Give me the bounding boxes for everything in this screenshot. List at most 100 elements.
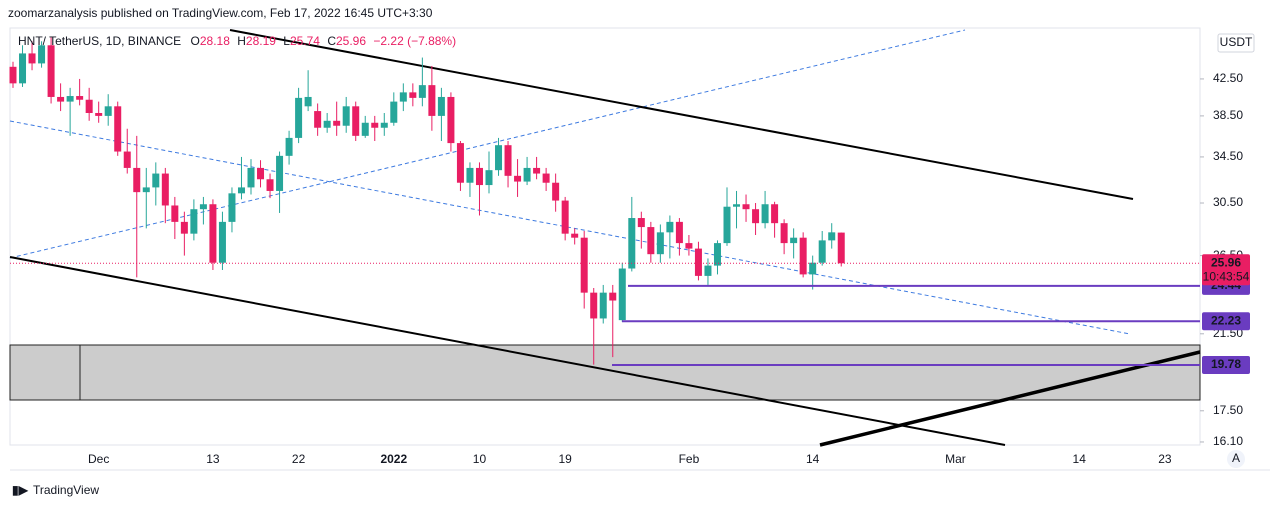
ohlc-label: H bbox=[237, 34, 246, 48]
candle-body bbox=[390, 101, 398, 123]
candle-body bbox=[314, 111, 322, 128]
candle-body bbox=[38, 45, 46, 64]
countdown: 10:43:54 bbox=[1203, 269, 1250, 283]
currency-box[interactable] bbox=[1217, 33, 1255, 53]
candle-body bbox=[809, 262, 817, 275]
candle-body bbox=[161, 173, 169, 206]
y-tick-label: 30.50 bbox=[1213, 195, 1243, 209]
candle-body bbox=[618, 268, 626, 321]
x-tick-label: 14 bbox=[806, 452, 820, 466]
candle-body bbox=[666, 221, 674, 233]
candle-body bbox=[266, 179, 274, 191]
candle-body bbox=[257, 167, 265, 180]
x-tick-label: Dec bbox=[88, 452, 109, 466]
level-badge bbox=[1202, 355, 1250, 374]
candle-body bbox=[437, 96, 445, 116]
symbol: HNT/ TetherUS, 1D, BINANCE bbox=[18, 34, 181, 48]
candle-body bbox=[752, 209, 760, 224]
ohlc-value: 25.96 bbox=[336, 34, 366, 48]
candle-body bbox=[675, 221, 683, 244]
candle-body bbox=[771, 204, 779, 224]
candle-body bbox=[418, 85, 426, 98]
candle-body bbox=[780, 223, 788, 244]
candle-body bbox=[85, 99, 93, 113]
candle-body bbox=[466, 167, 474, 183]
candle-body bbox=[799, 237, 807, 275]
x-tick-label: 22 bbox=[292, 452, 306, 466]
candle-body bbox=[647, 227, 655, 255]
pane-frame bbox=[9, 27, 1201, 446]
candle-body bbox=[704, 265, 712, 276]
candle-body bbox=[694, 248, 702, 276]
auto-button[interactable] bbox=[1227, 450, 1245, 468]
ohlc-value: 28.19 bbox=[246, 34, 276, 48]
candle-body bbox=[713, 243, 721, 266]
ohlc-label: L bbox=[283, 34, 290, 48]
trend-line bbox=[229, 29, 1134, 200]
candle-body bbox=[342, 106, 350, 126]
ohlc-value: 25.74 bbox=[290, 34, 320, 48]
candle-body bbox=[628, 218, 636, 269]
candle-body bbox=[28, 53, 36, 64]
candle-body bbox=[209, 204, 217, 263]
attribution: zoomarzanalysis published on TradingView… bbox=[8, 6, 433, 20]
currency[interactable]: USDT bbox=[1220, 35, 1253, 49]
candle-body bbox=[361, 122, 369, 136]
candle-body bbox=[247, 167, 255, 188]
candle-body bbox=[456, 143, 464, 183]
candle-body bbox=[171, 205, 179, 222]
candle-body bbox=[133, 167, 141, 193]
candle-body bbox=[495, 145, 503, 171]
candle-body bbox=[685, 243, 693, 249]
candle-body bbox=[371, 122, 379, 128]
level-badge bbox=[1202, 312, 1250, 331]
candle-body bbox=[123, 151, 131, 168]
candle-body bbox=[142, 187, 150, 193]
trend-line bbox=[9, 120, 1131, 335]
trend-line bbox=[9, 29, 966, 259]
trend-line bbox=[819, 350, 1201, 447]
candle-body bbox=[409, 92, 417, 98]
candle-body bbox=[447, 96, 455, 144]
candle-body bbox=[95, 112, 103, 116]
ohlc-label: O bbox=[191, 34, 200, 48]
candle-body bbox=[114, 106, 122, 152]
candle-body bbox=[533, 167, 541, 174]
candle-body bbox=[47, 45, 55, 97]
x-tick-label: 10 bbox=[473, 452, 487, 466]
candle-body bbox=[523, 167, 531, 182]
candle-body bbox=[276, 155, 284, 191]
candle-body bbox=[742, 204, 750, 210]
candle-body bbox=[504, 145, 512, 176]
ohlc-label: C bbox=[327, 34, 336, 48]
candle-body bbox=[304, 96, 312, 107]
candle-body bbox=[818, 240, 826, 263]
y-tick-label: 42.50 bbox=[1213, 71, 1243, 85]
candle-body bbox=[485, 170, 493, 186]
trend-line bbox=[9, 256, 1006, 446]
ohlc-value: 28.18 bbox=[200, 34, 230, 48]
candle-body bbox=[723, 206, 731, 244]
candle-body bbox=[190, 209, 198, 234]
candle-body bbox=[199, 204, 207, 210]
level-label: 19.78 bbox=[1211, 357, 1241, 371]
candle-body bbox=[761, 204, 769, 224]
candle-body bbox=[733, 204, 741, 207]
candle-body bbox=[228, 193, 236, 222]
x-tick-label: 13 bbox=[206, 452, 220, 466]
last-price-label: 25.96 bbox=[1211, 255, 1241, 269]
candle-body bbox=[104, 106, 112, 116]
candle-body bbox=[57, 96, 65, 102]
candle-body bbox=[76, 96, 84, 100]
logo: ▮▶ bbox=[12, 483, 29, 497]
y-tick-label: 38.50 bbox=[1213, 108, 1243, 122]
candle-body bbox=[571, 233, 579, 238]
zone bbox=[9, 344, 1201, 401]
legend: HNT/ TetherUS, 1D, BINANCE O28.18 H28.19… bbox=[18, 34, 456, 48]
candle-body bbox=[180, 221, 188, 234]
candle-body bbox=[66, 96, 74, 102]
x-tick-label: 19 bbox=[558, 452, 572, 466]
auto-label[interactable]: A bbox=[1232, 451, 1240, 465]
x-tick-label: Feb bbox=[679, 452, 700, 466]
